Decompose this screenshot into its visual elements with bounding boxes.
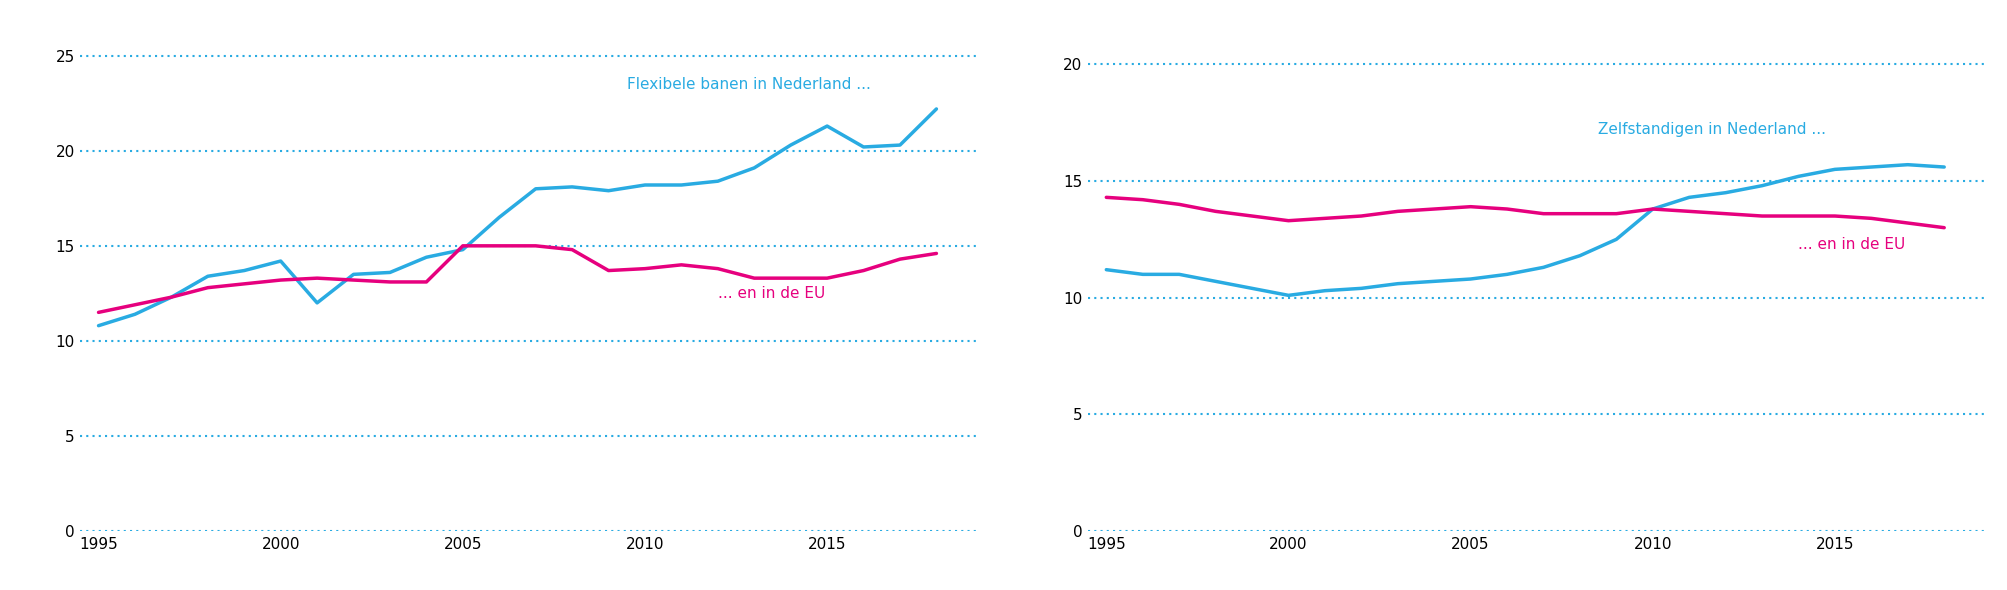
Text: ... en in de EU: ... en in de EU xyxy=(1798,237,1905,251)
Text: ... en in de EU: ... en in de EU xyxy=(716,286,825,301)
Text: Flexibele banen in Nederland ...: Flexibele banen in Nederland ... xyxy=(626,77,871,91)
Text: Zelfstandigen in Nederland ...: Zelfstandigen in Nederland ... xyxy=(1598,122,1824,137)
